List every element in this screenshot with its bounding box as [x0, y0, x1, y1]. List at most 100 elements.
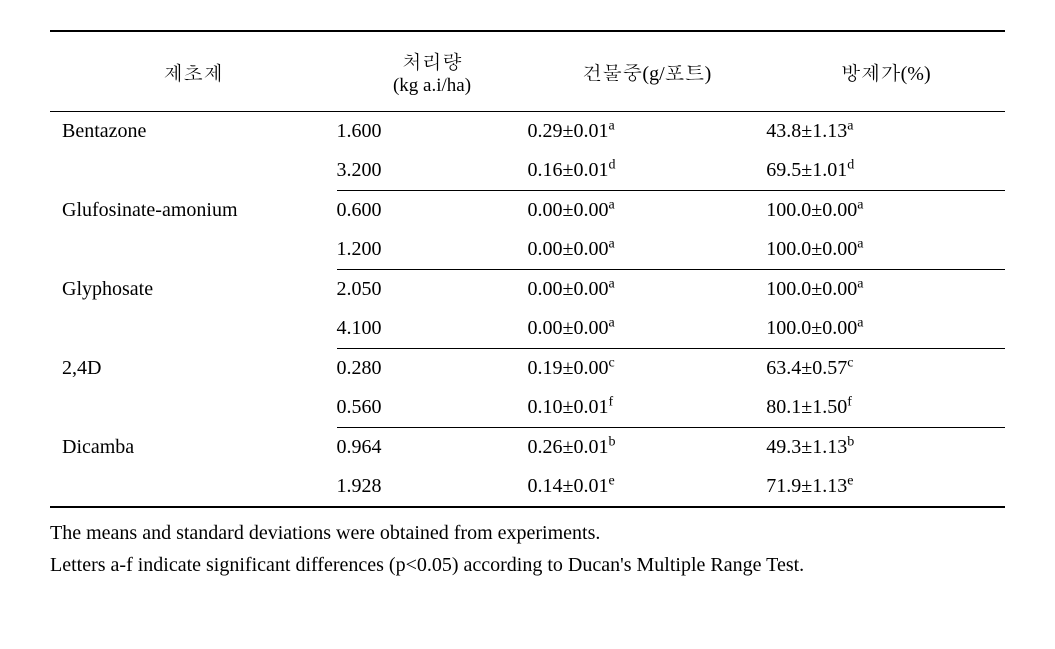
- table-row: 3.2000.16±0.01d69.5±1.01d: [50, 151, 1005, 191]
- dryweight-superscript: b: [608, 434, 615, 449]
- control-value: 43.8±1.13: [766, 120, 847, 142]
- control-value: 100.0±0.00: [766, 199, 857, 221]
- dryweight-superscript: c: [608, 355, 614, 370]
- footnotes: The means and standard deviations were o…: [50, 518, 1005, 580]
- table-body: Bentazone1.6000.29±0.01a43.8±1.13a3.2000…: [50, 112, 1005, 508]
- cell-dryweight: 0.16±0.01d: [528, 151, 767, 191]
- cell-dryweight: 0.00±0.00a: [528, 309, 767, 349]
- header-dose-line2: (kg a.i/ha): [345, 75, 520, 97]
- cell-herbicide: Glufosinate-amonium: [50, 191, 337, 231]
- dryweight-value: 0.10±0.01: [528, 396, 609, 418]
- cell-control: 43.8±1.13a: [766, 112, 1005, 152]
- control-value: 63.4±0.57: [766, 357, 847, 379]
- cell-control: 100.0±0.00a: [766, 270, 1005, 310]
- control-value: 80.1±1.50: [766, 396, 847, 418]
- dryweight-value: 0.16±0.01: [528, 159, 609, 181]
- cell-dose: 0.600: [337, 191, 528, 231]
- header-herbicide: 제초제: [50, 31, 337, 112]
- table-row: 1.2000.00±0.00a100.0±0.00a: [50, 230, 1005, 270]
- dryweight-value: 0.29±0.01: [528, 120, 609, 142]
- cell-dryweight: 0.00±0.00a: [528, 230, 767, 270]
- control-value: 100.0±0.00: [766, 238, 857, 260]
- control-superscript: e: [847, 473, 853, 488]
- herbicide-table: 제초제 처리량 (kg a.i/ha) 건물중(g/포트) 방제가(%) Ben…: [50, 30, 1005, 508]
- control-value: 100.0±0.00: [766, 317, 857, 339]
- dryweight-superscript: f: [608, 394, 613, 409]
- cell-control: 49.3±1.13b: [766, 428, 1005, 468]
- cell-dose: 0.280: [337, 349, 528, 389]
- control-superscript: d: [847, 157, 854, 172]
- control-superscript: f: [847, 394, 852, 409]
- cell-control: 100.0±0.00a: [766, 230, 1005, 270]
- cell-herbicide: Bentazone: [50, 112, 337, 152]
- footnote-line2: Letters a‐f indicate significant differe…: [50, 550, 1005, 580]
- herbicide-table-container: 제초제 처리량 (kg a.i/ha) 건물중(g/포트) 방제가(%) Ben…: [50, 30, 1005, 580]
- cell-dose: 1.928: [337, 467, 528, 507]
- control-superscript: b: [847, 434, 854, 449]
- control-superscript: a: [857, 276, 863, 291]
- footnote-line1: The means and standard deviations were o…: [50, 518, 1005, 548]
- cell-dryweight: 0.29±0.01a: [528, 112, 767, 152]
- dryweight-value: 0.00±0.00: [528, 238, 609, 260]
- table-row: 1.9280.14±0.01e71.9±1.13e: [50, 467, 1005, 507]
- dryweight-value: 0.19±0.00: [528, 357, 609, 379]
- control-value: 49.3±1.13: [766, 436, 847, 458]
- cell-dose: 3.200: [337, 151, 528, 191]
- cell-dryweight: 0.19±0.00c: [528, 349, 767, 389]
- dryweight-superscript: a: [608, 236, 614, 251]
- table-row: 0.5600.10±0.01f80.1±1.50f: [50, 388, 1005, 428]
- cell-herbicide: Dicamba: [50, 428, 337, 468]
- cell-dose: 1.600: [337, 112, 528, 152]
- cell-herbicide: Glyphosate: [50, 270, 337, 310]
- cell-herbicide: [50, 309, 337, 349]
- control-superscript: c: [847, 355, 853, 370]
- dryweight-value: 0.26±0.01: [528, 436, 609, 458]
- cell-dose: 2.050: [337, 270, 528, 310]
- cell-dryweight: 0.00±0.00a: [528, 270, 767, 310]
- header-dose-line1: 처리량: [402, 52, 462, 74]
- cell-dose: 0.560: [337, 388, 528, 428]
- cell-control: 69.5±1.01d: [766, 151, 1005, 191]
- control-superscript: a: [857, 236, 863, 251]
- cell-dose: 0.964: [337, 428, 528, 468]
- cell-herbicide: 2,4D: [50, 349, 337, 389]
- cell-control: 63.4±0.57c: [766, 349, 1005, 389]
- table-row: 2,4D0.2800.19±0.00c63.4±0.57c: [50, 349, 1005, 389]
- header-dryweight: 건물중(g/포트): [528, 31, 767, 112]
- cell-control: 80.1±1.50f: [766, 388, 1005, 428]
- cell-dose: 4.100: [337, 309, 528, 349]
- header-dose: 처리량 (kg a.i/ha): [337, 31, 528, 112]
- table-row: Bentazone1.6000.29±0.01a43.8±1.13a: [50, 112, 1005, 152]
- table-row: Dicamba0.9640.26±0.01b49.3±1.13b: [50, 428, 1005, 468]
- control-value: 100.0±0.00: [766, 278, 857, 300]
- control-superscript: a: [857, 197, 863, 212]
- table-row: 4.1000.00±0.00a100.0±0.00a: [50, 309, 1005, 349]
- dryweight-value: 0.14±0.01: [528, 475, 609, 497]
- cell-dose: 1.200: [337, 230, 528, 270]
- dryweight-superscript: a: [608, 118, 614, 133]
- cell-dryweight: 0.14±0.01e: [528, 467, 767, 507]
- dryweight-value: 0.00±0.00: [528, 199, 609, 221]
- control-value: 69.5±1.01: [766, 159, 847, 181]
- table-row: Glyphosate2.0500.00±0.00a100.0±0.00a: [50, 270, 1005, 310]
- cell-herbicide: [50, 467, 337, 507]
- header-control: 방제가(%): [766, 31, 1005, 112]
- cell-dryweight: 0.26±0.01b: [528, 428, 767, 468]
- cell-dryweight: 0.00±0.00a: [528, 191, 767, 231]
- table-row: Glufosinate-amonium0.6000.00±0.00a100.0±…: [50, 191, 1005, 231]
- header-row: 제초제 처리량 (kg a.i/ha) 건물중(g/포트) 방제가(%): [50, 31, 1005, 112]
- cell-control: 71.9±1.13e: [766, 467, 1005, 507]
- cell-herbicide: [50, 388, 337, 428]
- dryweight-value: 0.00±0.00: [528, 317, 609, 339]
- cell-control: 100.0±0.00a: [766, 309, 1005, 349]
- cell-herbicide: [50, 151, 337, 191]
- dryweight-superscript: a: [608, 197, 614, 212]
- cell-control: 100.0±0.00a: [766, 191, 1005, 231]
- dryweight-superscript: a: [608, 276, 614, 291]
- cell-dryweight: 0.10±0.01f: [528, 388, 767, 428]
- control-superscript: a: [847, 118, 853, 133]
- control-superscript: a: [857, 315, 863, 330]
- dryweight-superscript: d: [608, 157, 615, 172]
- dryweight-value: 0.00±0.00: [528, 278, 609, 300]
- control-value: 71.9±1.13: [766, 475, 847, 497]
